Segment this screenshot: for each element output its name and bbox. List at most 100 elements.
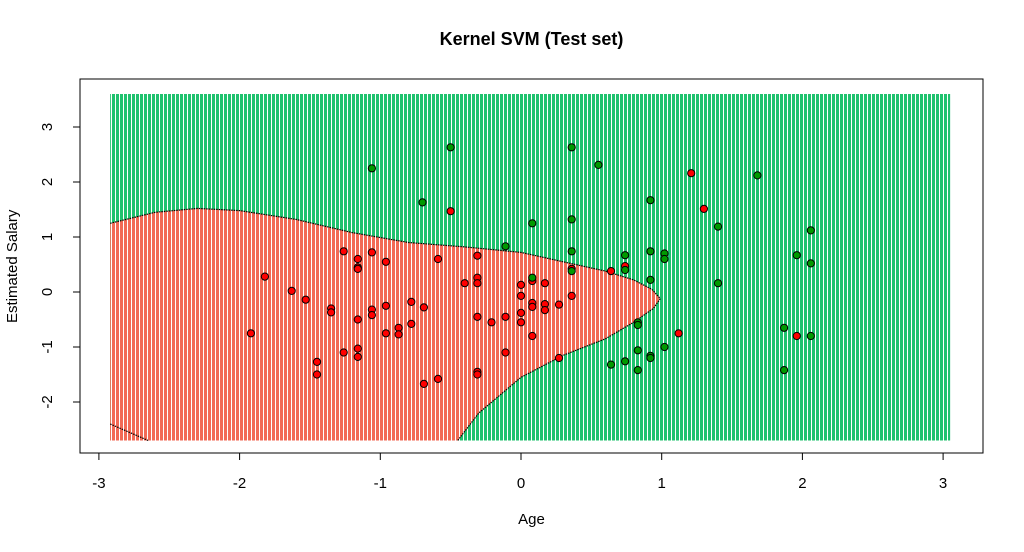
data-point-class-1 xyxy=(660,254,669,264)
data-point-class-1 xyxy=(621,265,630,275)
data-point-class-0 xyxy=(381,257,390,266)
data-point-class-0 xyxy=(394,330,403,339)
data-point-class-0 xyxy=(339,348,348,357)
data-point-class-0 xyxy=(606,267,616,276)
data-point-class-0 xyxy=(554,300,564,309)
data-point-class-0 xyxy=(367,311,376,320)
data-point-class-0 xyxy=(699,204,709,213)
data-point-class-0 xyxy=(516,318,526,327)
x-axis-label: Age xyxy=(518,511,545,528)
data-point-class-0 xyxy=(567,291,576,300)
y-tick-label: 3 xyxy=(39,123,56,131)
data-point-class-1 xyxy=(780,323,789,332)
data-point-class-1 xyxy=(367,164,376,173)
data-point-class-1 xyxy=(633,320,642,330)
data-point-class-0 xyxy=(353,254,362,264)
data-point-class-1 xyxy=(606,360,616,369)
data-point-class-1 xyxy=(501,242,510,251)
data-point-class-0 xyxy=(674,329,683,338)
region-class-0 xyxy=(110,208,661,441)
data-point-class-1 xyxy=(633,346,642,355)
x-tick-label: 3 xyxy=(939,475,947,492)
data-point-class-1 xyxy=(621,251,630,260)
data-point-class-0 xyxy=(301,295,310,304)
data-point-class-0 xyxy=(353,315,362,324)
data-point-class-0 xyxy=(528,331,537,341)
data-point-class-0 xyxy=(516,308,526,317)
data-point-class-0 xyxy=(501,348,510,357)
y-tick-label: 2 xyxy=(39,178,56,186)
data-point-class-1 xyxy=(753,171,762,180)
data-point-class-1 xyxy=(646,353,655,363)
data-point-class-1 xyxy=(713,222,723,231)
data-point-class-0 xyxy=(327,308,336,317)
data-point-class-1 xyxy=(806,331,815,341)
data-point-class-0 xyxy=(287,286,296,295)
data-point-class-0 xyxy=(473,279,482,288)
data-point-class-0 xyxy=(246,329,255,338)
x-tick-label: 0 xyxy=(517,475,525,492)
data-point-class-0 xyxy=(501,312,510,321)
decision-boundary-corner xyxy=(109,423,149,442)
data-point-class-0 xyxy=(433,374,443,383)
data-point-class-1 xyxy=(528,273,537,282)
x-tick-label: -2 xyxy=(233,475,246,492)
data-point-class-0 xyxy=(419,379,428,388)
data-point-class-0 xyxy=(381,301,390,310)
data-point-class-0 xyxy=(367,248,376,257)
y-tick-label: 0 xyxy=(39,288,56,296)
data-point-class-1 xyxy=(621,357,630,366)
data-point-class-1 xyxy=(567,267,576,276)
data-point-class-0 xyxy=(407,297,416,306)
data-point-class-0 xyxy=(792,331,801,341)
data-point-class-1 xyxy=(567,215,576,224)
data-point-class-1 xyxy=(646,196,655,205)
data-point-class-0 xyxy=(516,291,526,300)
data-point-class-1 xyxy=(646,247,655,256)
data-point-class-0 xyxy=(353,352,362,361)
data-point-class-1 xyxy=(806,226,815,235)
data-point-class-1 xyxy=(792,251,801,260)
data-point-class-0 xyxy=(473,251,482,260)
data-point-class-1 xyxy=(446,143,455,152)
data-point-class-1 xyxy=(567,247,576,256)
data-point-class-0 xyxy=(381,329,390,338)
data-point-class-0 xyxy=(516,280,526,289)
data-point-class-0 xyxy=(419,303,428,312)
y-tick-label: -1 xyxy=(39,340,56,353)
data-point-class-0 xyxy=(407,319,416,328)
data-point-class-1 xyxy=(528,219,537,228)
data-point-class-0 xyxy=(540,279,550,288)
data-point-class-0 xyxy=(687,169,696,178)
data-point-class-0 xyxy=(528,302,537,311)
data-point-class-1 xyxy=(713,279,723,288)
data-point-class-0 xyxy=(446,207,455,216)
data-point-class-0 xyxy=(260,272,269,281)
x-tick-label: -3 xyxy=(92,475,105,492)
data-point-class-0 xyxy=(473,370,482,379)
data-point-class-0 xyxy=(554,353,564,363)
x-tick-label: 1 xyxy=(658,475,666,492)
data-point-class-0 xyxy=(312,370,322,379)
data-point-class-1 xyxy=(660,342,669,352)
data-point-class-0 xyxy=(487,318,496,327)
data-point-class-0 xyxy=(339,247,348,256)
data-point-class-0 xyxy=(433,254,443,264)
data-point-class-0 xyxy=(353,344,362,353)
x-tick-label: 2 xyxy=(798,475,806,492)
data-point-class-1 xyxy=(633,366,642,375)
data-point-class-0 xyxy=(473,312,482,321)
data-point-class-1 xyxy=(594,160,603,169)
chart-title: Kernel SVM (Test set) xyxy=(439,29,624,49)
y-tick-label: 1 xyxy=(39,233,56,241)
data-point-class-0 xyxy=(460,279,469,288)
y-tick-label: -2 xyxy=(39,395,56,408)
data-point-class-0 xyxy=(540,306,550,315)
data-point-class-0 xyxy=(312,357,322,366)
data-point-class-1 xyxy=(567,143,576,152)
data-point-class-1 xyxy=(806,259,815,268)
data-point-class-1 xyxy=(646,275,655,284)
data-point-class-0 xyxy=(353,264,362,273)
x-tick-label: -1 xyxy=(374,475,387,492)
